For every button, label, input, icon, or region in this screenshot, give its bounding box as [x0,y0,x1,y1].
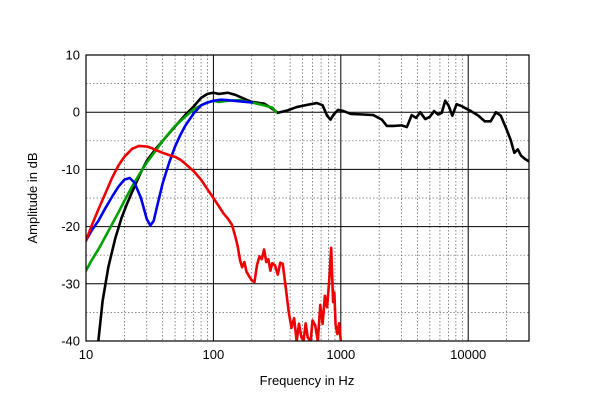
y-tick-labels: 10 0 -10 -20 -30 -40 [61,48,80,349]
series-line-3 [86,98,254,242]
plot-frame [85,54,530,342]
grid-lines [86,55,529,341]
x-axis-title: Frequency in Hz [260,373,355,388]
x-tick-label: 1000 [326,347,355,362]
x-tick-label: 10 [79,347,93,362]
y-tick-label: 0 [73,105,80,120]
y-tick-label: -20 [61,219,80,234]
x-tick-labels: 10 100 1000 10000 [79,347,487,362]
y-tick-label: -30 [61,276,80,291]
y-tick-label: 10 [66,48,80,63]
y-tick-label: -10 [61,162,80,177]
x-tick-label: 10000 [450,347,486,362]
x-tick-label: 100 [203,347,225,362]
series-lines [86,91,529,341]
y-tick-label: -40 [61,334,80,349]
series-line-4 [86,144,343,341]
y-axis-title: Amplitude in dB [25,152,40,243]
